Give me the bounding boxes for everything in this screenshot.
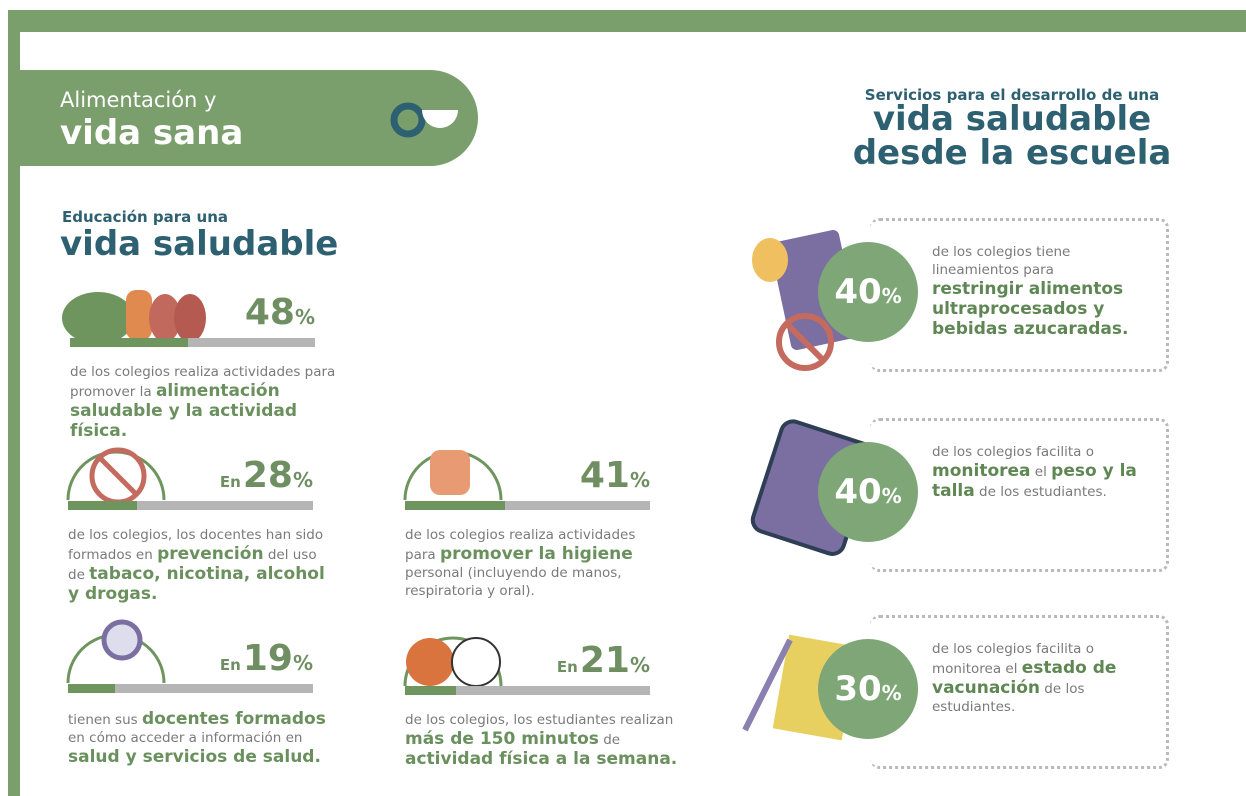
text-run: el (1030, 464, 1052, 480)
text-run: de los colegios facilita o (932, 444, 1094, 460)
service-value: 40 (834, 472, 882, 512)
right-title-2: desde la escuela (852, 133, 1172, 173)
stat-unit: % (629, 653, 650, 677)
text-strong: estado de vacunación (932, 658, 1117, 698)
service-circle: 40% (818, 442, 918, 542)
service-unit: % (881, 484, 902, 508)
service-unit: % (881, 284, 902, 308)
stat-number: 48% (70, 292, 315, 334)
text-run: de los colegios realiza actividades para… (70, 364, 336, 400)
text-run: en cómo acceder a información en (68, 730, 303, 746)
text-run: de los colegios realiza actividades para (405, 527, 636, 563)
text-strong: salud y servicios de salud. (68, 747, 321, 767)
text-run: de los colegios, los estudiantes realiza… (405, 712, 674, 728)
stat-number: En19% (68, 638, 313, 680)
text-strong: monitorea (932, 461, 1031, 481)
stat: 48% de los colegios realiza actividades p… (70, 292, 335, 441)
stat-prefix: En (219, 656, 241, 674)
progress-fill (405, 686, 457, 695)
text-run: de los estudiantes. (974, 484, 1107, 500)
stat-text: de los colegios, los estudiantes realiza… (405, 711, 695, 769)
stat-unit: % (294, 305, 315, 329)
progress-fill (68, 501, 137, 510)
progress-track (68, 684, 313, 693)
text-strong: alimentación saludable y la actividad fí… (70, 381, 298, 441)
service-circle: 30% (818, 639, 918, 739)
stat-value: 19 (242, 638, 293, 679)
service-text: de los colegios facilita o monitorea el … (932, 640, 1147, 716)
text-run: personal (incluyendo de manos, respirato… (405, 565, 622, 599)
stat-number: En21% (405, 640, 650, 682)
stat-prefix: En (219, 473, 241, 491)
text-run: de los estudiantes. (932, 681, 1085, 715)
text-run: de los colegios, los docentes han sido f… (68, 527, 324, 563)
text-strong: actividad física a la semana. (405, 749, 678, 769)
text-run: de (598, 732, 621, 748)
text-run: de los colegios tiene lineamientos para (932, 244, 1071, 278)
right-title-1: vida saludable (872, 99, 1152, 139)
text-run: de los colegios facilita o monitorea el (932, 641, 1094, 677)
stat-value: 28 (242, 455, 293, 496)
header-line1: Alimentación y (60, 88, 217, 112)
text-strong: docentes formados (141, 709, 326, 729)
stat-number: En28% (68, 455, 313, 497)
service-value: 30 (834, 669, 882, 709)
stat: En28% de los colegios, los docentes han s… (68, 455, 325, 604)
stat-unit: % (629, 468, 650, 492)
stat-number: 41% (405, 455, 650, 497)
text-strong: promover la higiene (439, 544, 633, 564)
stat: 41% de los colegios realiza actividades p… (405, 455, 650, 600)
text-strong: tabaco, nicotina, alcohol y drogas. (68, 564, 325, 604)
progress-fill (70, 338, 188, 347)
right-kicker: Servicios para el desarrollo de una (864, 86, 1160, 104)
progress-track (405, 686, 650, 695)
service-value: 40 (834, 272, 882, 312)
stat-text: de los colegios realiza actividades para… (405, 526, 655, 600)
progress-fill (68, 684, 115, 693)
left-kicker: Educación para una (62, 208, 228, 226)
stat-text: de los colegios realiza actividades para… (70, 363, 340, 441)
stat-unit: % (292, 468, 313, 492)
service-card: de los colegios facilita o monitorea el … (870, 418, 1169, 572)
text-strong: restringir alimentos ultraprocesados y b… (932, 279, 1129, 339)
service-card: de los colegios tiene lineamientos para … (870, 218, 1169, 372)
stat-text: tienen sus docentes formados en cómo acc… (68, 709, 333, 767)
stat-prefix: En (556, 658, 578, 676)
service-circle: 40% (818, 242, 918, 342)
stat: En19% tienen sus docentes formados en cóm… (68, 638, 326, 767)
header-line2: vida sana (60, 113, 244, 153)
service-text: de los colegios tiene lineamientos para … (932, 243, 1147, 339)
stat-text: de los colegios, los docentes han sido f… (68, 526, 328, 604)
stat-unit: % (292, 651, 313, 675)
stat: En21% de los colegios, los estudiantes re… (405, 640, 677, 769)
left-title: vida saludable (60, 224, 339, 264)
stat-value: 41 (579, 455, 630, 496)
service-card: de los colegios facilita o monitorea el … (870, 615, 1169, 769)
text-run: del uso de (68, 547, 317, 583)
progress-track (70, 338, 315, 347)
text-strong: peso y la talla (932, 461, 1137, 501)
text-strong: más de 150 minutos (405, 729, 599, 749)
progress-track (68, 501, 313, 510)
service-unit: % (881, 681, 902, 705)
progress-track (405, 501, 650, 510)
stat-value: 21 (579, 640, 630, 681)
stat-value: 48 (244, 292, 295, 333)
progress-fill (405, 501, 506, 510)
text-strong: prevención (157, 544, 264, 564)
service-text: de los colegios facilita o monitorea el … (932, 443, 1147, 501)
text-run: tienen sus (68, 712, 142, 728)
